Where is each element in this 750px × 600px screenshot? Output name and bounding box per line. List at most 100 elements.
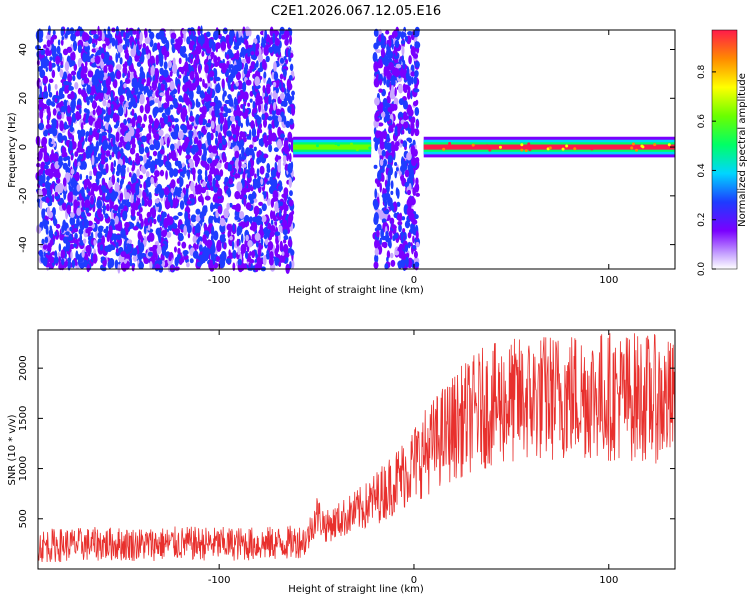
- spectrogram-cell: [74, 151, 79, 158]
- spectrogram-cell: [132, 226, 139, 231]
- spectrogram-cell: [52, 215, 56, 225]
- spectrogram-cell: [384, 263, 389, 270]
- spectrogram-cell: [139, 184, 143, 189]
- spectrogram-cell: [398, 98, 405, 106]
- spectrogram-cell: [209, 165, 216, 175]
- spectrogram-cell: [233, 45, 240, 50]
- spectrogram-cell: [106, 102, 111, 108]
- spectrogram-cell: [120, 251, 127, 258]
- spectrogram-cell: [51, 62, 56, 68]
- spectrogram-cell: [386, 133, 390, 142]
- spectrogram-cell: [268, 95, 272, 105]
- chart-title: C2E1.2026.067.12.05.E16: [271, 4, 441, 19]
- spectrogram-cell: [96, 92, 103, 100]
- snr-series-line: [37, 333, 676, 563]
- spectrogram-cell: [193, 144, 199, 153]
- spectrogram-cell: [274, 231, 281, 237]
- spectrogram-cell: [234, 103, 237, 111]
- spectrogram-cell: [112, 137, 116, 146]
- spectrogram-cell: [228, 249, 231, 257]
- spectrogram-cell: [237, 258, 242, 266]
- spectrogram-cell: [84, 33, 90, 41]
- spectrogram-cell: [202, 234, 207, 244]
- spectrogram-cell: [186, 71, 190, 77]
- spectrogram-cell: [49, 229, 53, 236]
- spectrogram-ytick-label: 0: [18, 144, 29, 150]
- spectrogram-cell: [154, 133, 160, 141]
- spectrogram-cell: [243, 31, 246, 40]
- spectrogram-cell: [152, 244, 158, 250]
- spectrogram-cell: [221, 237, 226, 243]
- spectrogram-cell: [270, 132, 277, 142]
- spectrogram-cell: [167, 213, 170, 223]
- spectrogram-cell: [172, 203, 177, 209]
- spectrogram-cell: [406, 152, 412, 161]
- spectrogram-cell: [407, 31, 413, 36]
- spectrogram-cell: [201, 196, 204, 206]
- spectrogram-cell: [254, 263, 259, 273]
- spectrogram-cell: [386, 47, 392, 54]
- spectrogram-cell: [101, 32, 105, 42]
- spectrogram-cell: [388, 230, 393, 237]
- spectrogram-cell: [208, 58, 212, 67]
- spectrogram-cell: [385, 30, 390, 35]
- spectrogram-cell: [176, 106, 182, 114]
- spectrogram-cell: [61, 111, 65, 120]
- spectrogram-cell: [79, 261, 85, 269]
- spectrogram-cell: [170, 131, 176, 138]
- spectrogram-cell: [400, 164, 405, 173]
- spectrogram-cell: [264, 102, 268, 112]
- spectrogram-cell: [65, 241, 70, 252]
- spectrogram-cell: [227, 187, 231, 198]
- colorbar-tick-label: 0.2: [697, 213, 707, 227]
- spectrogram-cell: [70, 251, 73, 260]
- spectrogram-cell: [67, 159, 71, 168]
- spectrogram-cell: [245, 79, 252, 86]
- spectrogram-cell: [405, 256, 409, 268]
- spectrogram-cell: [97, 209, 100, 214]
- spectrogram-cell: [394, 87, 397, 97]
- spectrogram-cell: [150, 66, 155, 77]
- spectrogram-cell: [189, 70, 195, 81]
- spectrogram-cell: [226, 130, 232, 137]
- spectrogram-cell: [282, 201, 287, 209]
- spectrogram-cell: [251, 54, 257, 60]
- spectrogram-cell: [256, 168, 260, 178]
- spectrogram-cell: [192, 235, 198, 244]
- spectrogram-cell: [256, 37, 260, 43]
- spectrogram-cell: [404, 244, 409, 253]
- spectrogram-cell: [391, 142, 396, 154]
- spectrogram-cell: [138, 213, 143, 222]
- spectrogram-cell: [121, 199, 128, 205]
- spectrogram-cell: [180, 192, 185, 199]
- spectrogram-cell: [131, 249, 136, 256]
- spectrogram-cell: [289, 63, 294, 72]
- spectrogram-cell: [170, 264, 174, 273]
- spectrogram-cell: [158, 159, 162, 168]
- spectrogram-cell: [146, 211, 152, 219]
- spectrogram-cell: [119, 94, 125, 103]
- spectrogram-cell: [169, 191, 173, 201]
- spectrogram-cell: [39, 85, 43, 96]
- spectrogram-cell: [59, 68, 64, 78]
- spectrogram-cell: [257, 53, 263, 63]
- spectrogram-cell: [405, 71, 410, 80]
- spectrogram-cell: [236, 181, 243, 193]
- spectrogram-cell: [79, 233, 83, 243]
- spectrogram-cell: [206, 157, 213, 164]
- spectrogram-cell: [377, 170, 382, 181]
- spectrogram-cell: [389, 252, 394, 259]
- spectrogram-cell: [58, 161, 64, 166]
- spectrogram-cell: [61, 225, 65, 234]
- spectrogram-cell: [160, 137, 164, 148]
- spectrogram-cell: [142, 43, 147, 49]
- spectrogram-cell: [264, 95, 270, 106]
- spectrogram-cell: [89, 127, 93, 136]
- spectrogram-cell: [195, 223, 201, 234]
- spectrogram-line-speck: [630, 146, 634, 150]
- spectrogram-cell: [47, 189, 52, 199]
- spectrogram-cell: [91, 48, 97, 53]
- spectrogram-cell: [215, 255, 221, 262]
- spectrogram-cell: [185, 55, 188, 63]
- spectrogram-cell: [51, 101, 56, 107]
